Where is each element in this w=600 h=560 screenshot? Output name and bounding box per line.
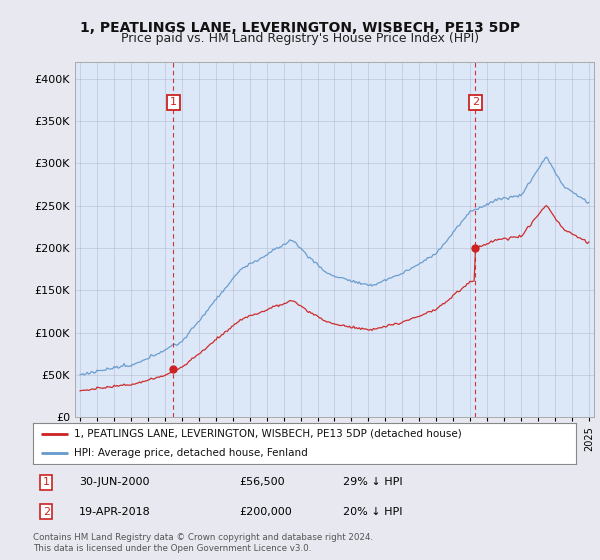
Text: 20% ↓ HPI: 20% ↓ HPI [343,507,402,517]
Text: £56,500: £56,500 [239,477,285,487]
Text: 1: 1 [43,477,50,487]
Text: 2: 2 [472,97,479,108]
Text: 19-APR-2018: 19-APR-2018 [79,507,151,517]
Text: HPI: Average price, detached house, Fenland: HPI: Average price, detached house, Fenl… [74,447,307,458]
Text: Price paid vs. HM Land Registry's House Price Index (HPI): Price paid vs. HM Land Registry's House … [121,32,479,45]
Text: 1, PEATLINGS LANE, LEVERINGTON, WISBECH, PE13 5DP (detached house): 1, PEATLINGS LANE, LEVERINGTON, WISBECH,… [74,429,461,439]
Text: Contains HM Land Registry data © Crown copyright and database right 2024.
This d: Contains HM Land Registry data © Crown c… [33,533,373,553]
Text: 29% ↓ HPI: 29% ↓ HPI [343,477,402,487]
Text: 1: 1 [170,97,177,108]
Text: 30-JUN-2000: 30-JUN-2000 [79,477,149,487]
Text: £200,000: £200,000 [239,507,292,517]
Text: 2: 2 [43,507,50,517]
Text: 1, PEATLINGS LANE, LEVERINGTON, WISBECH, PE13 5DP: 1, PEATLINGS LANE, LEVERINGTON, WISBECH,… [80,21,520,35]
